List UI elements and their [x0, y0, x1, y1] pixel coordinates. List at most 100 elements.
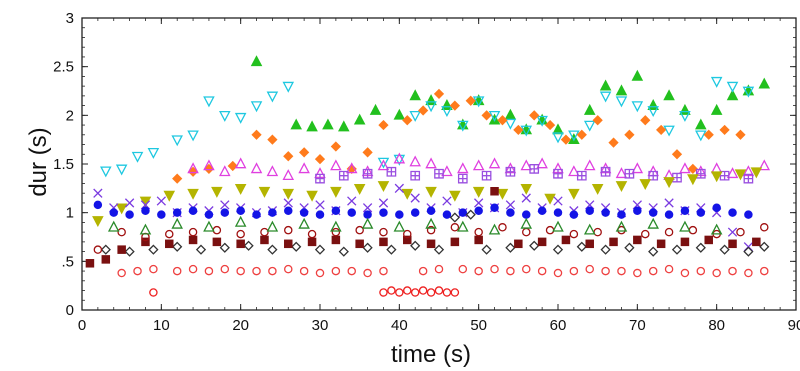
data-point — [742, 86, 755, 98]
data-point — [441, 99, 453, 110]
data-point — [505, 200, 516, 210]
data-point — [141, 237, 150, 247]
data-point — [362, 203, 373, 213]
data-point — [520, 125, 533, 137]
data-point — [330, 159, 342, 171]
data-point — [639, 179, 652, 191]
data-point — [290, 118, 302, 130]
data-point — [631, 69, 644, 81]
data-point — [631, 101, 644, 113]
data-point — [583, 120, 596, 132]
data-point — [220, 264, 230, 274]
data-point — [505, 166, 516, 177]
data-point — [687, 174, 699, 186]
data-point — [441, 165, 453, 177]
data-point — [425, 101, 437, 113]
data-point — [449, 100, 460, 111]
data-point — [187, 166, 199, 177]
data-point — [124, 246, 135, 257]
data-point — [117, 227, 126, 237]
data-point — [609, 237, 618, 247]
data-point — [212, 237, 222, 247]
data-point — [712, 203, 721, 213]
data-point — [100, 244, 111, 255]
data-point — [750, 167, 763, 179]
data-point — [442, 196, 452, 206]
data-point — [433, 88, 445, 100]
data-point — [472, 159, 485, 171]
data-point — [234, 157, 247, 169]
data-point — [252, 266, 261, 276]
data-point — [728, 208, 737, 217]
data-point — [576, 170, 587, 181]
data-point — [93, 200, 103, 210]
axis-ticks: 0 10 20 30 40 50 60 70 80 90 0 .5 1 1.5 2 2.5 3 — [53, 10, 800, 334]
data-point — [322, 118, 334, 130]
data-point — [117, 245, 126, 254]
data-point — [299, 266, 309, 276]
data-point — [330, 220, 342, 232]
data-point — [615, 84, 628, 96]
data-point — [615, 181, 628, 193]
series-13-circle — [149, 286, 460, 297]
data-point — [203, 163, 215, 174]
data-point — [474, 227, 483, 237]
data-point — [568, 165, 580, 177]
data-point — [410, 288, 420, 297]
data-point — [92, 216, 104, 228]
data-point — [664, 210, 674, 219]
data-point — [591, 183, 604, 195]
data-point — [212, 225, 222, 235]
data-point — [474, 266, 483, 276]
data-point — [353, 113, 366, 125]
data-point — [760, 223, 769, 232]
data-point — [624, 242, 635, 253]
data-point — [601, 266, 610, 276]
data-point — [536, 115, 548, 127]
data-point — [544, 193, 556, 205]
data-point — [330, 186, 342, 198]
data-point — [331, 206, 341, 215]
data-point — [187, 188, 199, 200]
data-point — [552, 132, 564, 144]
data-point — [379, 208, 388, 217]
data-point — [599, 91, 612, 103]
data-point — [282, 169, 295, 181]
data-point — [488, 223, 501, 235]
data-point — [363, 210, 372, 219]
data-point — [157, 210, 166, 219]
data-point — [474, 198, 484, 208]
data-point — [481, 170, 492, 181]
data-point — [568, 188, 580, 200]
data-point — [425, 217, 437, 229]
data-point — [195, 244, 207, 255]
data-point — [703, 129, 714, 140]
data-point — [726, 89, 739, 101]
data-point — [109, 208, 118, 217]
data-point — [362, 168, 373, 179]
data-point — [379, 288, 388, 297]
data-point — [93, 188, 103, 198]
data-point — [268, 208, 277, 217]
series-4-square-plus — [315, 164, 754, 184]
data-point — [615, 167, 628, 179]
data-point — [726, 167, 739, 179]
data-point — [633, 206, 642, 215]
data-point — [514, 239, 523, 249]
x-tick-label: 40 — [391, 317, 408, 334]
data-point — [234, 215, 247, 227]
data-point — [345, 162, 358, 174]
data-point — [592, 115, 603, 126]
data-point — [409, 89, 421, 101]
data-point — [403, 235, 412, 245]
data-point — [149, 288, 158, 297]
data-point — [299, 147, 310, 158]
data-point — [315, 173, 325, 184]
data-point — [117, 268, 126, 278]
data-point — [490, 203, 499, 213]
data-point — [490, 264, 499, 274]
data-point — [457, 220, 469, 232]
data-point — [85, 259, 95, 268]
data-point — [362, 242, 373, 253]
data-point — [472, 186, 485, 198]
